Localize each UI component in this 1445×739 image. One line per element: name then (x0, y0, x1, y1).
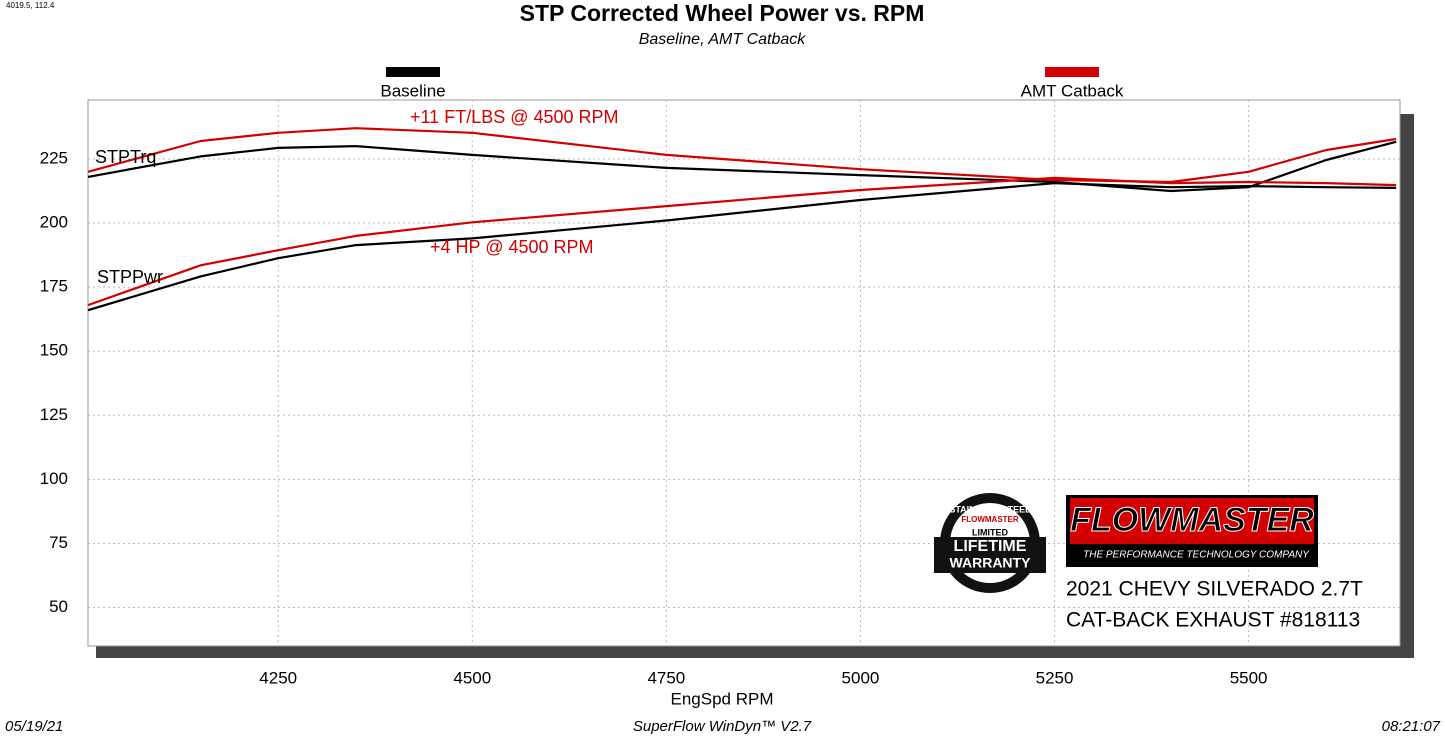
x-tick-label: 4500 (453, 668, 491, 687)
x-tick-label: 5000 (842, 668, 880, 687)
y-tick-label: 125 (40, 405, 68, 424)
product: CAT-BACK EXHAUST #818113 (1066, 609, 1360, 632)
legend-swatch (1045, 67, 1099, 77)
y-tick-label: 50 (49, 597, 68, 616)
annotation: +4 HP @ 4500 RPM (430, 237, 594, 257)
lines (87, 127, 1397, 312)
footer-time: 08:21:07 (1382, 718, 1441, 735)
annotation: +11 FT/LBS @ 4500 RPM (410, 107, 619, 127)
x-tick-label: 5500 (1230, 668, 1268, 687)
data-line (87, 182, 1397, 312)
y-tick-label: 200 (40, 213, 68, 232)
vehicle: 2021 CHEVY SILVERADO 2.7T (1066, 578, 1363, 601)
data-line (87, 127, 1397, 184)
badge-text: WARRANTY (950, 555, 1032, 571)
legend-swatch (386, 67, 440, 77)
badge-text: LIFETIME (954, 538, 1027, 555)
y-tick-label: 150 (40, 341, 68, 360)
x-tick-label: 5250 (1036, 668, 1074, 687)
footer-date: 05/19/21 (5, 718, 63, 735)
x-axis-label: EngSpd RPM (671, 689, 774, 708)
badge-text: LIMITED (972, 527, 1008, 537)
y-tick-label: 175 (40, 277, 68, 296)
logo-brand: FLOWMASTER (1070, 501, 1314, 539)
legend-label: AMT Catback (1021, 81, 1124, 100)
x-tick-label: 4250 (259, 668, 297, 687)
logo-red (1070, 498, 1314, 544)
y-tick-label: 100 (40, 469, 68, 488)
legend-label: Baseline (380, 81, 445, 100)
curve-label: STPTrq (95, 147, 156, 167)
y-tick-label: 225 (40, 148, 68, 167)
chart-title: STP Corrected Wheel Power vs. RPM (520, 0, 925, 26)
badge-band (934, 537, 1046, 573)
badge-text: FLOWMASTER (961, 515, 1019, 524)
x-tick-label: 4750 (647, 668, 685, 687)
y-tick-label: 75 (49, 533, 68, 552)
chart-subtitle: Baseline, AMT Catback (639, 31, 807, 48)
data-line (87, 176, 1397, 307)
footer-software: SuperFlow WinDyn™ V2.7 (633, 718, 812, 735)
curve-label: STPPwr (97, 267, 163, 287)
badge-text: STAINLESS STEEL (949, 504, 1031, 514)
corner-readout: 4019.5, 112.4 (6, 1, 55, 10)
logo-tagline: THE PERFORMANCE TECHNOLOGY COMPANY (1083, 550, 1310, 561)
